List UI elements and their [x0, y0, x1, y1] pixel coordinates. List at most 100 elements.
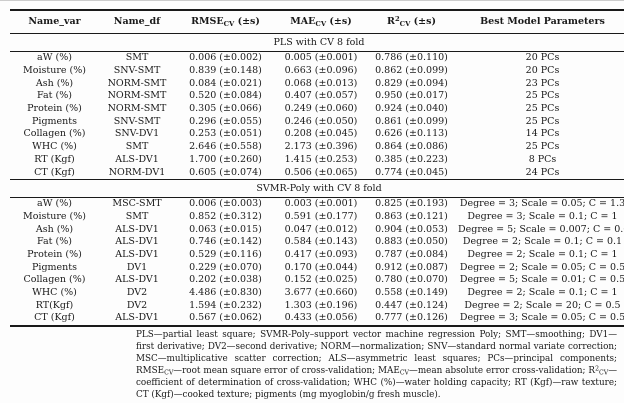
cell-rmse_cv: 2.646 (±0.558)	[189, 141, 262, 153]
cell-r2_cv: 0.447 (±0.124)	[375, 299, 448, 311]
table-row: Collagen (%) SNV-DV1 0.253 (±0.051) 0.208 (…	[10, 128, 624, 141]
cell-name_var: Ash (%)	[35, 77, 74, 89]
cell-rmse_cv: 4.486 (±0.830)	[189, 287, 262, 299]
cell-mae_cv: 3.677 (±0.660)	[284, 287, 358, 299]
page-top-border	[0, 0, 624, 1]
cell-r2_cv: 0.904 (±0.053)	[375, 223, 448, 235]
table-footnote: PLS—partial least square; SVMR-Poly–supp…	[136, 330, 617, 400]
cell-r2_cv: 0.558 (±0.149)	[375, 287, 448, 299]
cell-name_df: SNV-DV1	[114, 128, 160, 140]
cell-r2_cv: 0.861 (±0.099)	[375, 115, 448, 127]
cell-name_df: ALS-DV1	[115, 153, 159, 165]
cell-best_model_parameters: 25 PCs	[525, 103, 560, 115]
cell-best_model_parameters: 25 PCs	[525, 115, 560, 127]
cell-name_df: ALS-DV1	[115, 312, 159, 324]
cell-r2_cv: 0.385 (±0.223)	[375, 153, 448, 165]
cell-name_df: NORM-DV1	[108, 166, 166, 178]
column-header-name_var: Name_var	[10, 10, 99, 34]
cell-rmse_cv: 0.084 (±0.021)	[189, 77, 262, 89]
column-header-r2_cv: R2CV (±s)	[366, 10, 457, 34]
cell-r2_cv: 0.780 (±0.070)	[375, 274, 448, 286]
cell-name_var: Protein (%)	[27, 248, 82, 260]
cell-name_var: RT(Kgf)	[35, 299, 74, 311]
cell-best_model_parameters: Degree = 5; Scale = 0.01; C = 0.5	[459, 274, 624, 286]
table-row: Pigments DV1 0.229 (±0.070) 0.170 (±0.044) 0…	[10, 261, 624, 274]
cell-r2_cv: 0.924 (±0.040)	[375, 103, 448, 115]
cell-r2_cv: 0.863 (±0.121)	[375, 210, 448, 222]
column-header-best_model_parameters: Best Model Parameters	[457, 10, 624, 34]
cell-r2_cv: 0.774 (±0.045)	[375, 166, 448, 178]
cell-name_var: WHC (%)	[32, 141, 77, 153]
cell-name_df: DV2	[126, 299, 148, 311]
cell-r2_cv: 0.626 (±0.113)	[375, 128, 448, 140]
cell-r2_cv: 0.883 (±0.050)	[375, 236, 448, 248]
cell-name_var: Fat (%)	[37, 90, 72, 102]
cell-mae_cv: 0.591 (±0.177)	[284, 210, 358, 222]
cell-name_var: RT (Kgf)	[34, 153, 75, 165]
cell-mae_cv: 0.208 (±0.045)	[284, 128, 358, 140]
cell-rmse_cv: 0.253 (±0.051)	[189, 128, 262, 140]
cell-mae_cv: 0.584 (±0.143)	[284, 236, 358, 248]
cell-r2_cv: 0.786 (±0.110)	[375, 52, 448, 64]
cell-r2_cv: 0.862 (±0.099)	[375, 65, 448, 77]
table-row: Collagen (%) ALS-DV1 0.202 (±0.038) 0.152 (…	[10, 274, 624, 287]
cell-best_model_parameters: 25 PCs	[525, 141, 560, 153]
cell-name_df: ALS-DV1	[115, 223, 159, 235]
column-header-name_df: Name_df	[99, 10, 175, 34]
cell-name_df: NORM-SMT	[107, 103, 167, 115]
cell-name_var: aW (%)	[37, 52, 72, 64]
cell-name_df: SMT	[125, 141, 149, 153]
cell-best_model_parameters: Degree = 2; Scale = 0.1; C = 1	[467, 287, 618, 299]
cell-name_var: Collagen (%)	[23, 128, 86, 140]
table-row: Fat (%) NORM-SMT 0.520 (±0.084) 0.407 (±0.0…	[10, 90, 624, 103]
cell-name_df: DV1	[126, 261, 148, 273]
column-header-rmse_cv: RMSECV (±s)	[175, 10, 276, 34]
section-row-0: PLS with CV 8 fold	[10, 33, 624, 52]
cell-mae_cv: 0.068 (±0.013)	[284, 77, 358, 89]
table-row: Pigments SNV-SMT 0.296 (±0.055) 0.246 (±0.0…	[10, 115, 624, 128]
cell-name_var: Pigments	[32, 261, 77, 273]
cell-best_model_parameters: 23 PCs	[525, 77, 560, 89]
table-row: Moisture (%) SMT 0.852 (±0.312) 0.591 (±0.1…	[10, 211, 624, 224]
cell-name_var: Moisture (%)	[23, 210, 86, 222]
table-row: WHC (%) DV2 4.486 (±0.830) 3.677 (±0.660) 0.…	[10, 287, 624, 300]
section-row-1: SVMR-Poly with CV 8 fold	[10, 178, 624, 198]
cell-mae_cv: 1.303 (±0.196)	[284, 299, 358, 311]
cell-r2_cv: 0.777 (±0.126)	[375, 312, 448, 324]
cell-name_var: Collagen (%)	[23, 274, 86, 286]
table-row: WHC (%) SMT 2.646 (±0.558) 2.173 (±0.396) 0.…	[10, 141, 624, 154]
cell-mae_cv: 0.249 (±0.060)	[284, 103, 358, 115]
table-row: CT (Kgf) NORM-DV1 0.605 (±0.074) 0.506 (±0.…	[10, 166, 624, 179]
cell-best_model_parameters: 14 PCs	[525, 128, 560, 140]
cell-name_df: SMT	[125, 210, 149, 222]
cell-mae_cv: 0.417 (±0.093)	[284, 248, 358, 260]
cell-rmse_cv: 0.305 (±0.066)	[189, 103, 262, 115]
results-table: Name_var Name_df RMSECV (±s) MAECV (±s) R2CV…	[10, 9, 624, 327]
cell-best_model_parameters: 25 PCs	[525, 90, 560, 102]
cell-name_var: Moisture (%)	[23, 65, 86, 77]
section-title: PLS with CV 8 fold	[10, 33, 624, 52]
cell-best_model_parameters: 20 PCs	[525, 52, 560, 64]
cell-r2_cv: 0.825 (±0.193)	[375, 198, 448, 210]
cell-best_model_parameters: 8 PCs	[528, 153, 557, 165]
cell-name_df: SMT	[125, 52, 149, 64]
header-row: Name_var Name_df RMSECV (±s) MAECV (±s) R2CV…	[10, 10, 624, 34]
cell-name_var: Protein (%)	[27, 103, 82, 115]
cell-best_model_parameters: Degree = 5; Scale = 0.007; C = 0.6	[458, 223, 624, 235]
cell-rmse_cv: 0.746 (±0.142)	[189, 236, 262, 248]
cell-mae_cv: 1.415 (±0.253)	[284, 153, 358, 165]
cell-name_df: DV2	[126, 287, 148, 299]
cell-rmse_cv: 0.839 (±0.148)	[189, 65, 262, 77]
column-header-mae_cv: MAECV (±s)	[276, 10, 366, 34]
cell-name_df: NORM-SMT	[107, 90, 167, 102]
cell-name_df: MSC-SMT	[112, 198, 162, 210]
cell-r2_cv: 0.787 (±0.084)	[375, 248, 448, 260]
cell-rmse_cv: 0.605 (±0.074)	[189, 166, 262, 178]
table-row: Protein (%) NORM-SMT 0.305 (±0.066) 0.249 (…	[10, 103, 624, 116]
table-row: RT(Kgf) DV2 1.594 (±0.232) 1.303 (±0.196) 0.…	[10, 299, 624, 312]
cell-name_df: SNV-SMT	[113, 65, 161, 77]
cell-name_var: Ash (%)	[35, 223, 74, 235]
cell-rmse_cv: 0.229 (±0.070)	[189, 261, 262, 273]
table-row: Moisture (%) SNV-SMT 0.839 (±0.148) 0.663 (…	[10, 65, 624, 78]
table-row: CT (Kgf) ALS-DV1 0.567 (±0.062) 0.433 (±0.0…	[10, 312, 624, 326]
